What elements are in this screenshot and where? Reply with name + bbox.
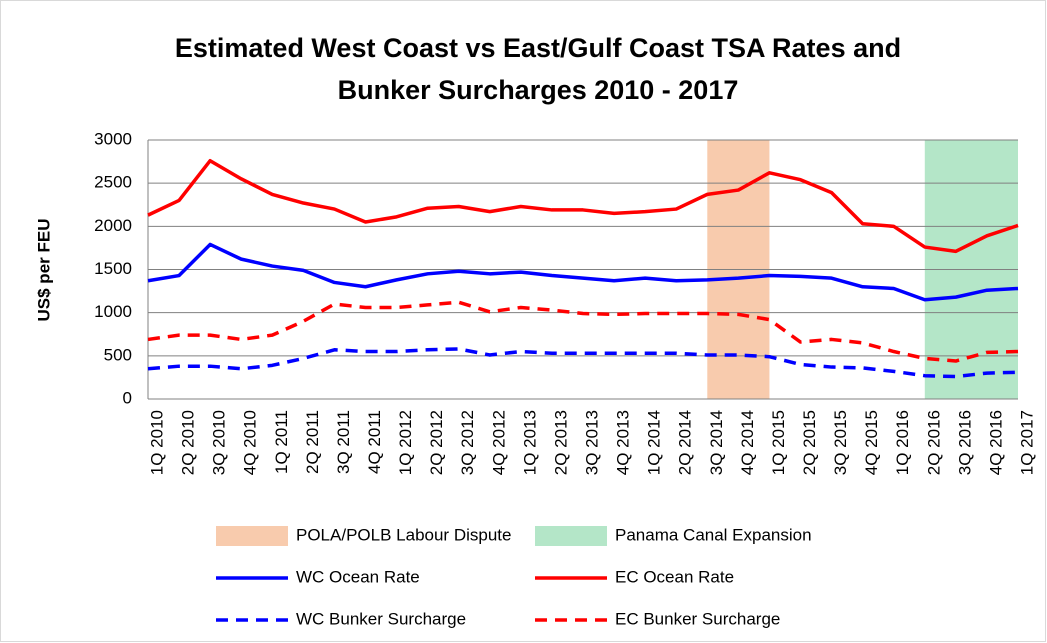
- series-line: [147, 300, 1019, 363]
- x-tick-label: 4Q 2013: [614, 410, 633, 475]
- series-line: [147, 158, 1019, 254]
- legend-label: EC Bunker Surcharge: [615, 609, 780, 628]
- x-tick-label: 3Q 2016: [955, 410, 974, 475]
- legend-label: EC Ocean Rate: [615, 567, 734, 586]
- x-tick-label: 2Q 2013: [551, 410, 570, 475]
- x-tick-label: 1Q 2012: [396, 410, 415, 475]
- chart-title: Estimated West Coast vs East/Gulf Coast …: [175, 33, 901, 63]
- x-tick-label: 1Q 2013: [520, 410, 539, 475]
- x-tick-label: 2Q 2014: [676, 410, 695, 475]
- y-tick-label: 0: [123, 388, 132, 407]
- legend-label: WC Bunker Surcharge: [296, 609, 466, 628]
- x-tick-label: 2Q 2010: [179, 410, 198, 475]
- x-tick-label: 3Q 2014: [707, 410, 726, 475]
- x-tick-label: 4Q 2012: [489, 410, 508, 475]
- legend-label: POLA/POLB Labour Dispute: [296, 525, 511, 544]
- x-tick-label: 3Q 2015: [831, 410, 850, 475]
- x-tick-label: 4Q 2014: [738, 410, 757, 475]
- y-tick-label: 2500: [94, 173, 132, 192]
- y-tick-label: 3000: [94, 129, 132, 148]
- legend-swatch: [216, 526, 288, 546]
- x-tick-label: 1Q 2011: [272, 410, 291, 474]
- y-axis-label: US$ per FEU: [34, 219, 53, 322]
- x-tick-label: 1Q 2015: [769, 410, 788, 475]
- x-tick-label: 2Q 2011: [303, 410, 322, 474]
- x-tick-label: 1Q 2010: [147, 410, 166, 475]
- legend-swatch: [535, 526, 607, 546]
- x-tick-label: 4Q 2016: [986, 410, 1005, 475]
- x-tick-label: 3Q 2010: [210, 410, 229, 475]
- x-tick-label: 2Q 2016: [924, 410, 943, 475]
- y-tick-label: 1000: [94, 302, 132, 321]
- x-tick-label: 2Q 2012: [427, 410, 446, 475]
- x-tick-label: 3Q 2012: [458, 410, 477, 475]
- x-tick-label: 2Q 2015: [800, 410, 819, 475]
- x-tick-label: 1Q 2016: [893, 410, 912, 475]
- series-line: [147, 242, 1019, 302]
- y-tick-label: 500: [104, 345, 132, 364]
- x-tick-label: 1Q 2017: [1017, 410, 1036, 475]
- x-tick-label: 1Q 2014: [645, 410, 664, 475]
- x-tick-label: 4Q 2011: [365, 410, 384, 474]
- x-tick-label: 4Q 2015: [862, 410, 881, 475]
- x-tick-label: 3Q 2011: [334, 410, 353, 474]
- y-tick-label: 2000: [94, 216, 132, 235]
- y-tick-label: 1500: [94, 259, 132, 278]
- series-line: [147, 347, 1019, 379]
- legend-label: WC Ocean Rate: [296, 567, 420, 586]
- x-tick-label: 3Q 2013: [582, 410, 601, 475]
- chart-title: Bunker Surcharges 2010 - 2017: [338, 75, 739, 105]
- x-tick-label: 4Q 2010: [241, 410, 260, 475]
- legend-label: Panama Canal Expansion: [615, 525, 812, 544]
